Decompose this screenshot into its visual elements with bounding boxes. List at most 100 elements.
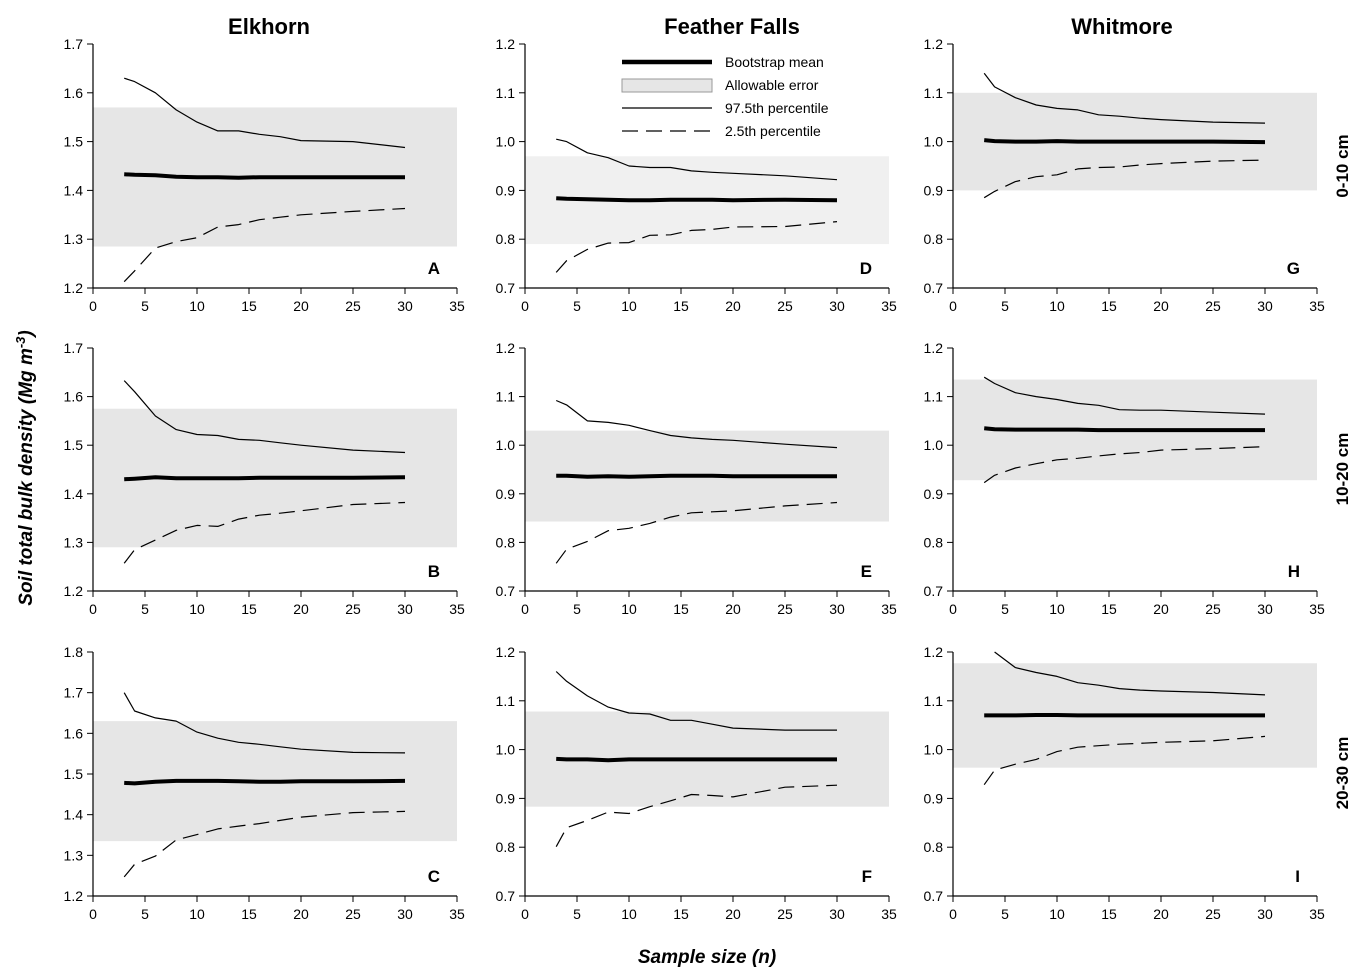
x-tick-label-b: 25 (345, 601, 361, 617)
y-tick-label-f: 0.7 (496, 888, 516, 904)
y-tick-label-a: 1.2 (64, 280, 84, 296)
series-2-5-percentile-line-g (983, 159, 1266, 199)
legend-label-bootstrap-mean: Bootstrap mean (725, 54, 824, 70)
panel-b: 1.2 1.3 1.4 1.5 1.6 1.7 0 5 10 15 20 25 30 35 B (64, 340, 465, 617)
x-axis-title-italic: n (758, 947, 770, 968)
x-tick-label-d: 30 (829, 298, 845, 314)
y-tick-label-h: 0.7 (924, 583, 944, 599)
x-tick-label-e: 0 (521, 601, 529, 617)
y-tick-label-g: 0.8 (924, 231, 944, 247)
panel-e: 0.7 0.8 0.9 1.0 1.1 1.2 0 5 10 15 20 25 30 35 E (496, 340, 897, 617)
series-97-5-percentile-line-d (556, 138, 838, 181)
y-tick-label-g: 1.2 (924, 36, 944, 52)
x-tick-label-i: 30 (1257, 906, 1273, 922)
x-tick-label-h: 35 (1309, 601, 1325, 617)
x-tick-label-i: 15 (1101, 906, 1117, 922)
x-tick-label-c: 5 (141, 906, 149, 922)
series-bootstrap-mean-line-g (984, 138, 1266, 145)
panel-letter-c: C (428, 867, 440, 886)
series-97-5-percentile-line-i (994, 651, 1266, 696)
y-tick-label-a: 1.3 (64, 231, 84, 247)
panels-group: 1.21.31.41.51.61.70 5 10 15 20 25 30 35A1.21.31… (64, 36, 1325, 922)
x-tick-label-a: 15 (241, 298, 257, 314)
y-tick-label-h: 0.9 (924, 486, 944, 502)
x-tick-label-e: 15 (673, 601, 689, 617)
y-tick-label-b: 1.5 (64, 437, 84, 453)
series-2-5-percentile-line-a (123, 207, 406, 283)
series-bootstrap-mean-line-a (124, 172, 405, 180)
y-tick-label-d: 0.8 (496, 231, 516, 247)
x-tick-label-i: 25 (1205, 906, 1221, 922)
x-tick-label-e: 30 (829, 601, 845, 617)
series-2-5-percentile-line-h (983, 446, 1266, 484)
y-tick-label-i: 1.0 (924, 742, 944, 758)
panel-letter-f: F (862, 867, 872, 886)
x-axis-title: Sample size (n) (638, 947, 776, 968)
x-tick-label-c: 20 (293, 906, 309, 922)
x-tick-label-d: 15 (673, 298, 689, 314)
row-label-0-10cm: 0-10 cm (1333, 134, 1352, 197)
series-2-5-percentile-line-b (123, 501, 406, 564)
x-tick-label-a: 5 (141, 298, 149, 314)
x-tick-label-c: 15 (241, 906, 257, 922)
x-tick-label-e: 5 (573, 601, 581, 617)
column-title-whitmore: Whitmore (1071, 14, 1172, 39)
x-tick-label-a: 35 (449, 298, 465, 314)
x-tick-label-a: 0 (89, 298, 97, 314)
x-tick-label-c: 35 (449, 906, 465, 922)
y-axis-title-superscript: -3 (13, 336, 28, 348)
series-97-5-percentile-line-g (983, 72, 1266, 124)
x-tick-label-i: 5 (1001, 906, 1009, 922)
panel-letter-a: A (428, 259, 440, 278)
x-tick-label-f: 10 (621, 906, 637, 922)
x-tick-label-h: 25 (1205, 601, 1221, 617)
y-tick-label-b: 1.2 (64, 583, 84, 599)
x-tick-label-e: 35 (881, 601, 897, 617)
x-axis-title-close: ) (768, 947, 776, 968)
y-tick-label-f: 1.2 (496, 644, 516, 660)
x-tick-label-g: 5 (1001, 298, 1009, 314)
y-tick-label-e: 0.8 (496, 534, 516, 550)
x-tick-label-b: 10 (189, 601, 205, 617)
panel-letter-e: E (861, 562, 872, 581)
legend-swatch-allowable-error (621, 78, 713, 93)
y-tick-label-e: 1.2 (496, 340, 516, 356)
y-tick-label-b: 1.4 (64, 486, 84, 502)
y-tick-label-c: 1.8 (64, 644, 84, 660)
x-tick-label-a: 25 (345, 298, 361, 314)
y-tick-label-e: 0.9 (496, 486, 516, 502)
series-bootstrap-mean-line-d (556, 196, 838, 203)
y-tick-label-g: 0.9 (924, 182, 944, 198)
x-tick-label-i: 10 (1049, 906, 1065, 922)
x-tick-label-d: 35 (881, 298, 897, 314)
y-tick-label-d: 1.2 (496, 36, 516, 52)
x-tick-label-b: 35 (449, 601, 465, 617)
panel-a: 1.2 1.3 1.4 1.5 1.6 1.7 0 5 10 15 20 25 30 35 A (64, 36, 465, 314)
x-tick-label-h: 30 (1257, 601, 1273, 617)
row-label-10-20cm: 10-20 cm (1333, 433, 1352, 506)
y-tick-label-i: 0.7 (924, 888, 944, 904)
y-tick-label-c: 1.4 (64, 807, 84, 823)
y-tick-label-g: 1.1 (924, 85, 944, 101)
x-axis-title-main: Sample size ( (638, 947, 761, 968)
series-2-5-percentile-line-d (555, 221, 838, 273)
x-tick-label-d: 0 (521, 298, 529, 314)
series-97-5-percentile-line-b (123, 380, 406, 454)
y-tick-label-d: 1.1 (496, 85, 516, 101)
x-tick-label-h: 15 (1101, 601, 1117, 617)
x-tick-label-e: 20 (725, 601, 741, 617)
y-tick-label-c: 1.7 (64, 685, 84, 701)
x-tick-label-d: 5 (573, 298, 581, 314)
x-tick-label-h: 0 (949, 601, 957, 617)
y-tick-label-g: 1.0 (924, 134, 944, 150)
x-tick-label-f: 0 (521, 906, 529, 922)
x-tick-label-f: 35 (881, 906, 897, 922)
y-tick-label-h: 1.2 (924, 340, 944, 356)
x-tick-label-c: 0 (89, 906, 97, 922)
x-tick-label-h: 5 (1001, 601, 1009, 617)
series-bootstrap-mean-line-b (124, 475, 406, 482)
y-tick-label-d: 0.7 (496, 280, 516, 296)
y-tick-label-e: 0.7 (496, 583, 516, 599)
y-tick-label-i: 1.1 (924, 693, 944, 709)
x-tick-label-g: 30 (1257, 298, 1273, 314)
